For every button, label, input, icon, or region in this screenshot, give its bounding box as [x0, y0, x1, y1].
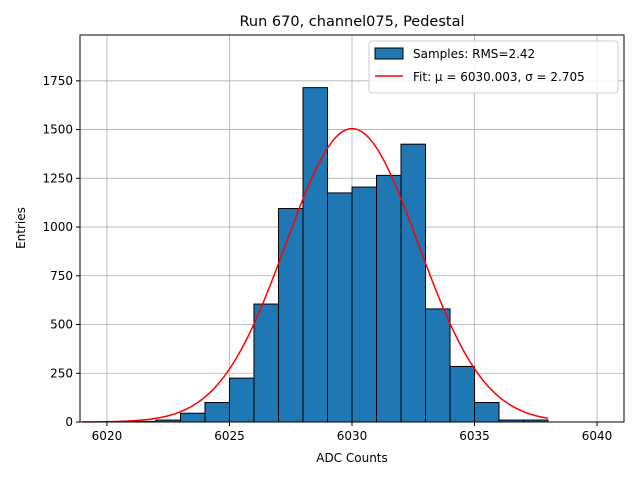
fit-curve	[82, 127, 549, 423]
histogram-bar	[351, 186, 378, 423]
y-tick-label: 1500	[42, 123, 73, 137]
y-axis-ticks: 0 250 500 750 1000 1250 1500 1750	[42, 74, 80, 429]
y-tick-label: 1250	[42, 171, 73, 185]
x-tick-label: 6020	[92, 429, 123, 443]
legend: Samples: RMS=2.42 Fit: μ = 6030.003, σ =…	[368, 40, 619, 94]
y-tick-label: 500	[50, 318, 73, 332]
x-tick-label: 6025	[214, 429, 245, 443]
x-tick-label: 6030	[337, 429, 368, 443]
fit-curve-group	[82, 127, 549, 423]
x-tick-label: 6040	[582, 429, 613, 443]
histogram-bar	[302, 87, 328, 423]
chart-title: Run 670, channel075, Pedestal	[239, 14, 464, 30]
histogram-bar	[474, 402, 500, 423]
y-tick-label: 1750	[42, 74, 73, 88]
histogram-bar	[228, 377, 255, 423]
histogram-bar	[400, 143, 427, 423]
histogram-bar	[204, 402, 230, 423]
legend-label-fit: Fit: μ = 6030.003, σ = 2.705	[413, 70, 585, 84]
x-axis-ticks: 6020 6025 6030 6035 6040	[92, 422, 613, 443]
legend-box	[368, 40, 619, 94]
x-tick-label: 6035	[459, 429, 490, 443]
histogram-bars	[130, 87, 549, 423]
y-tick-label: 0	[65, 415, 73, 429]
y-tick-label: 250	[50, 366, 73, 380]
legend-swatch-samples	[374, 47, 404, 60]
histogram-bar	[425, 308, 451, 423]
histogram-bar	[253, 303, 279, 423]
histogram-bar	[179, 412, 206, 423]
y-tick-label: 750	[50, 269, 73, 283]
histogram-bar	[326, 192, 353, 423]
histogram-bar	[376, 174, 402, 423]
legend-label-samples: Samples: RMS=2.42	[413, 47, 535, 61]
y-axis-label: Entries	[14, 207, 28, 249]
y-tick-label: 1000	[42, 220, 73, 234]
histogram-bar	[449, 365, 476, 423]
x-axis-label: ADC Counts	[316, 451, 388, 465]
histogram-bar	[277, 208, 304, 423]
